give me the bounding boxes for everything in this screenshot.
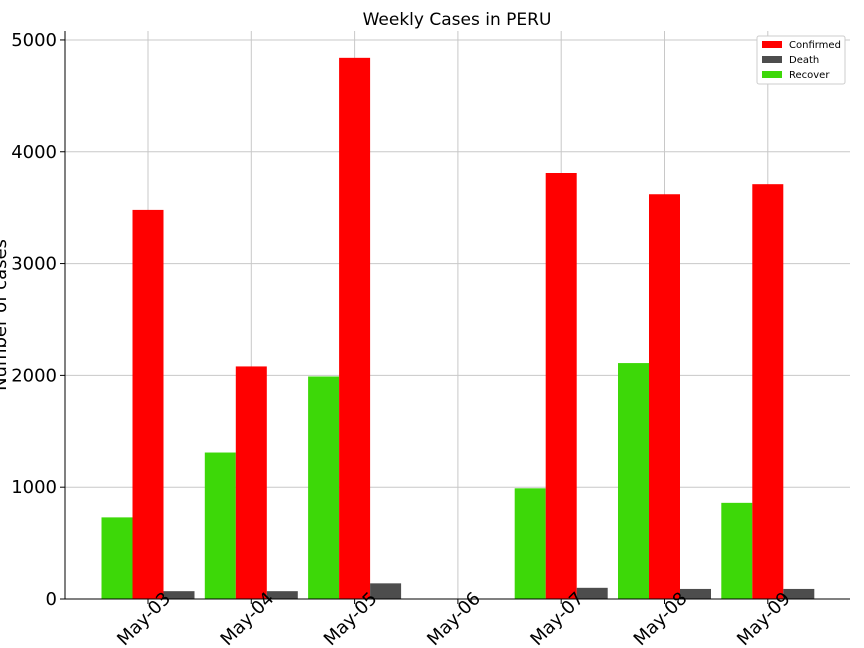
- y-axis-label: Number of cases: [0, 239, 11, 391]
- bar-death: [163, 591, 195, 599]
- bar-death: [783, 588, 815, 599]
- legend-label-recover: Recover: [789, 70, 830, 81]
- legend: Confirmed Death Recover: [756, 35, 846, 85]
- bar-recover: [204, 452, 236, 599]
- bar-confirmed: [132, 209, 164, 599]
- y-tick-label: 2000: [11, 365, 57, 386]
- legend-label-confirmed: Confirmed: [789, 40, 841, 51]
- bar-death: [370, 583, 402, 599]
- legend-label-death: Death: [789, 55, 819, 66]
- chart-title: Weekly Cases in PERU: [363, 10, 552, 30]
- bar-recover: [721, 502, 753, 599]
- bar-confirmed: [235, 366, 267, 599]
- bar-death: [680, 588, 711, 599]
- bar-recover: [101, 517, 133, 599]
- y-ticks: 0 1000 2000 3000 4000 5000: [11, 30, 65, 610]
- legend-swatch-recover: [762, 71, 782, 78]
- bar-death: [576, 587, 608, 599]
- legend-swatch-death: [762, 56, 782, 63]
- bar-death: [266, 591, 298, 599]
- bar-confirmed: [752, 184, 784, 600]
- y-tick-label: 0: [46, 589, 57, 610]
- y-tick-label: 3000: [11, 254, 57, 275]
- bar-confirmed: [339, 57, 371, 599]
- bar-recover: [514, 488, 546, 599]
- y-tick-label: 1000: [11, 477, 57, 498]
- y-tick-label: 4000: [11, 142, 57, 163]
- x-tick-label: May-06: [423, 588, 485, 648]
- bar-confirmed: [649, 194, 680, 600]
- legend-swatch-confirmed: [762, 41, 782, 48]
- bars: [101, 57, 815, 600]
- bar-recover: [308, 376, 340, 599]
- bar-confirmed: [545, 173, 577, 599]
- bar-recover: [618, 363, 649, 599]
- y-tick-label: 5000: [11, 30, 57, 51]
